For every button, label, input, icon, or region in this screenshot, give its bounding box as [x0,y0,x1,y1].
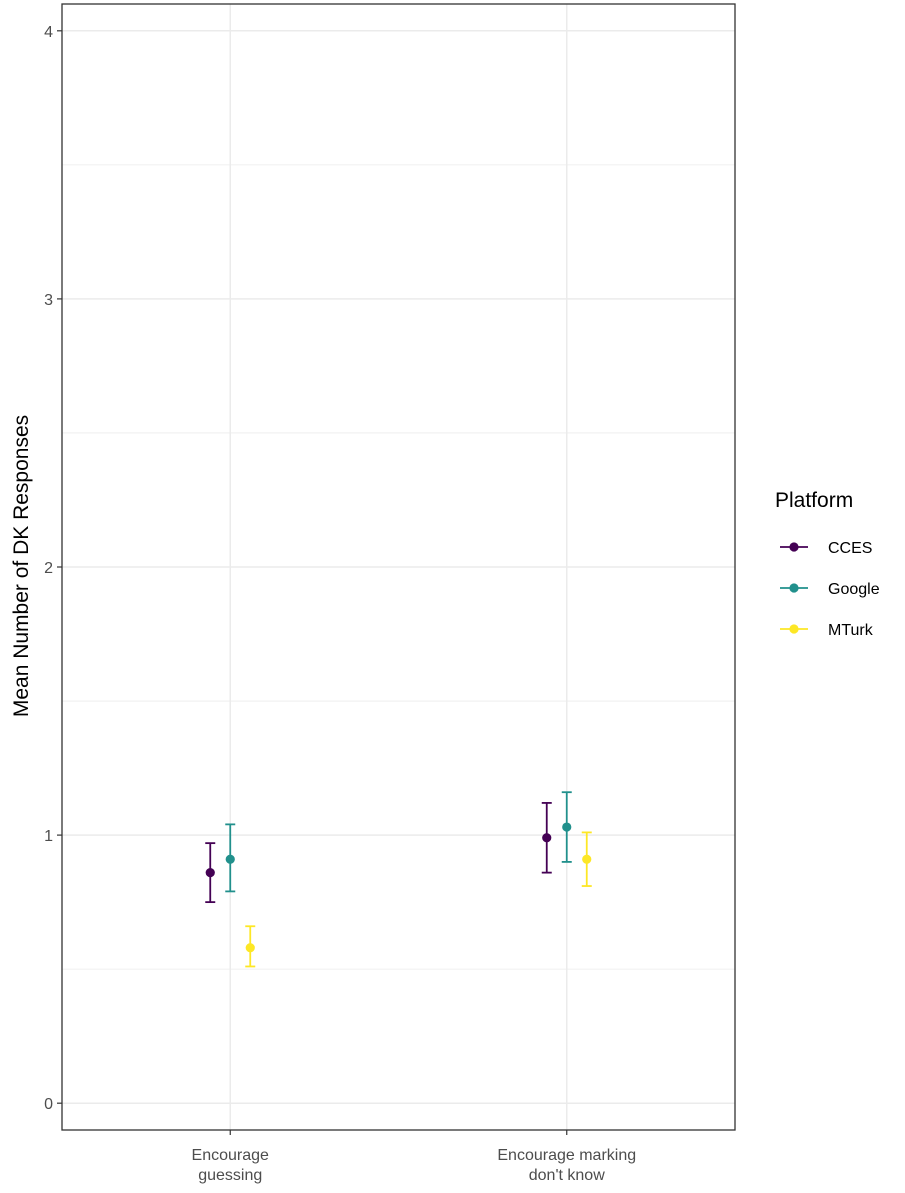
y-tick-label: 2 [44,560,53,577]
data-point [542,833,552,843]
legend: Platform CCES Google MTurk [775,489,880,639]
legend-item-mturk: MTurk [780,622,874,639]
series-google [225,791,572,893]
grid-minor-lines [62,164,735,970]
data-point [225,854,235,864]
data-point [562,822,572,832]
y-tick-label: 4 [44,24,53,41]
legend-key-point [789,542,799,552]
y-tick-label: 0 [44,1096,53,1113]
legend-label: MTurk [828,622,874,639]
legend-key-point [789,624,799,634]
legend-key-point [789,583,799,593]
grid-major-lines [62,4,735,1130]
legend-item-cces: CCES [780,540,872,557]
x-tick-label: Encourage guessing [192,1147,269,1184]
legend-label: Google [828,581,880,598]
y-axis-title: Mean Number of DK Responses [10,415,33,717]
x-tick-label: Encourage marking don't know [497,1147,636,1184]
legend-label: CCES [828,540,872,557]
x-axis-ticks: Encourage guessing Encourage marking don't … [192,1130,636,1184]
legend-title: Platform [775,489,853,512]
y-axis-ticks: 0 1 2 3 4 [44,24,62,1113]
series-mturk [245,831,592,968]
data-point [582,854,592,864]
y-tick-label: 1 [44,828,53,845]
series-cces [205,802,552,904]
y-tick-label: 3 [44,292,53,309]
data-point [245,943,255,953]
legend-item-google: Google [780,581,880,598]
data-point [205,868,215,878]
plot-marks [205,791,592,968]
